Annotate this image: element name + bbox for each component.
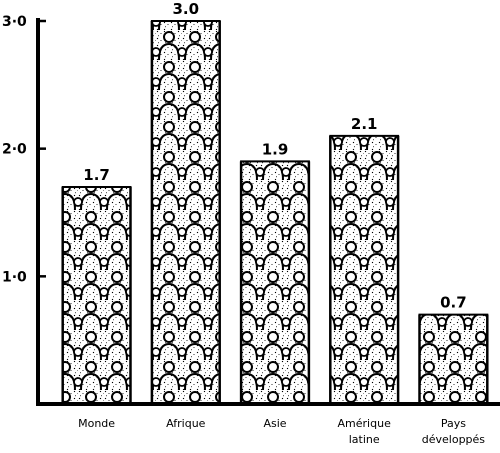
category-label: développés [422,433,486,446]
bar [330,135,399,404]
bar-group [418,313,489,404]
bar-group [329,134,400,404]
y-tick-label: 3·0 [2,14,27,30]
bar [419,314,488,404]
category-label: Monde [78,417,115,430]
value-label: 3.0 [173,0,200,18]
bar [62,186,131,404]
bar [151,21,220,404]
y-axis: 1·0 2·0 3·0 [2,14,46,406]
bar-group [150,20,221,404]
category-label: Asie [263,417,286,430]
value-label: 2.1 [351,115,378,133]
bar-group [239,160,311,404]
value-label: 1.7 [83,166,110,184]
value-labels: 1.7 3.0 1.9 2.1 0.7 [83,0,466,312]
category-label: latine [349,433,380,446]
bar [241,161,309,404]
value-label: 0.7 [440,294,467,312]
value-label: 1.9 [262,140,289,158]
category-labels: Monde Afrique Asie Amérique latine Pays dévelo… [78,417,485,446]
bar-group [61,185,132,404]
y-tick-label: 1·0 [2,269,27,285]
category-label: Pays [441,417,466,430]
y-tick-label: 2·0 [2,142,27,158]
category-label: Afrique [166,417,206,430]
bars [61,20,489,404]
category-label: Amérique [338,417,392,430]
